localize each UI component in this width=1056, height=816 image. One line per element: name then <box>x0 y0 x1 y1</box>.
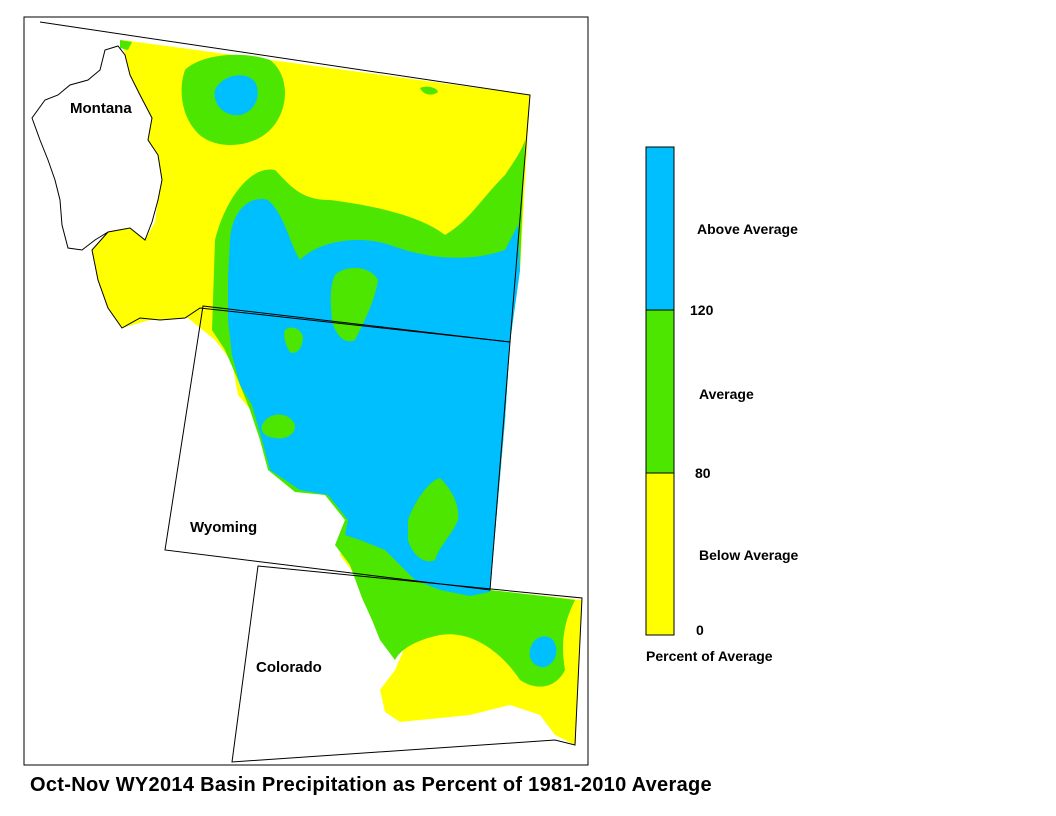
state-label-wyoming: Wyoming <box>190 519 258 536</box>
legend-tick-120: 120 <box>690 302 714 318</box>
basin-average-patch-2 <box>261 414 296 439</box>
state-label-montana: Montana <box>70 100 132 117</box>
basin-above-average-area-north <box>214 75 258 116</box>
legend-label-above-average: Above Average <box>697 221 798 237</box>
legend-swatch-below-average <box>645 472 675 636</box>
wyoming-outline <box>164 305 511 591</box>
legend-title: Percent of Average <box>646 648 773 664</box>
map-caption: Oct-Nov WY2014 Basin Precipitation as Pe… <box>30 774 712 796</box>
legend-swatch-average <box>645 309 675 474</box>
montana-outline <box>31 21 531 343</box>
basin-average-area-corner <box>120 40 132 50</box>
basin-average-patch-5 <box>420 86 438 95</box>
basin-region <box>92 40 582 745</box>
basin-average-patch-4 <box>284 327 303 353</box>
legend-swatch-above-average <box>645 146 675 311</box>
basin-average-patch-3 <box>408 478 459 562</box>
legend-label-average: Average <box>699 386 754 402</box>
legend-bar <box>645 146 675 636</box>
legend-tick-0: 0 <box>696 622 704 638</box>
legend-tick-80: 80 <box>695 465 711 481</box>
state-label-colorado: Colorado <box>256 659 322 676</box>
colorado-outline <box>231 565 583 763</box>
state-boundaries <box>31 21 583 763</box>
basin-above-average-area-southeast <box>529 636 557 668</box>
basin-average-patch-1 <box>330 268 378 342</box>
legend-label-below-average: Below Average <box>699 547 799 563</box>
